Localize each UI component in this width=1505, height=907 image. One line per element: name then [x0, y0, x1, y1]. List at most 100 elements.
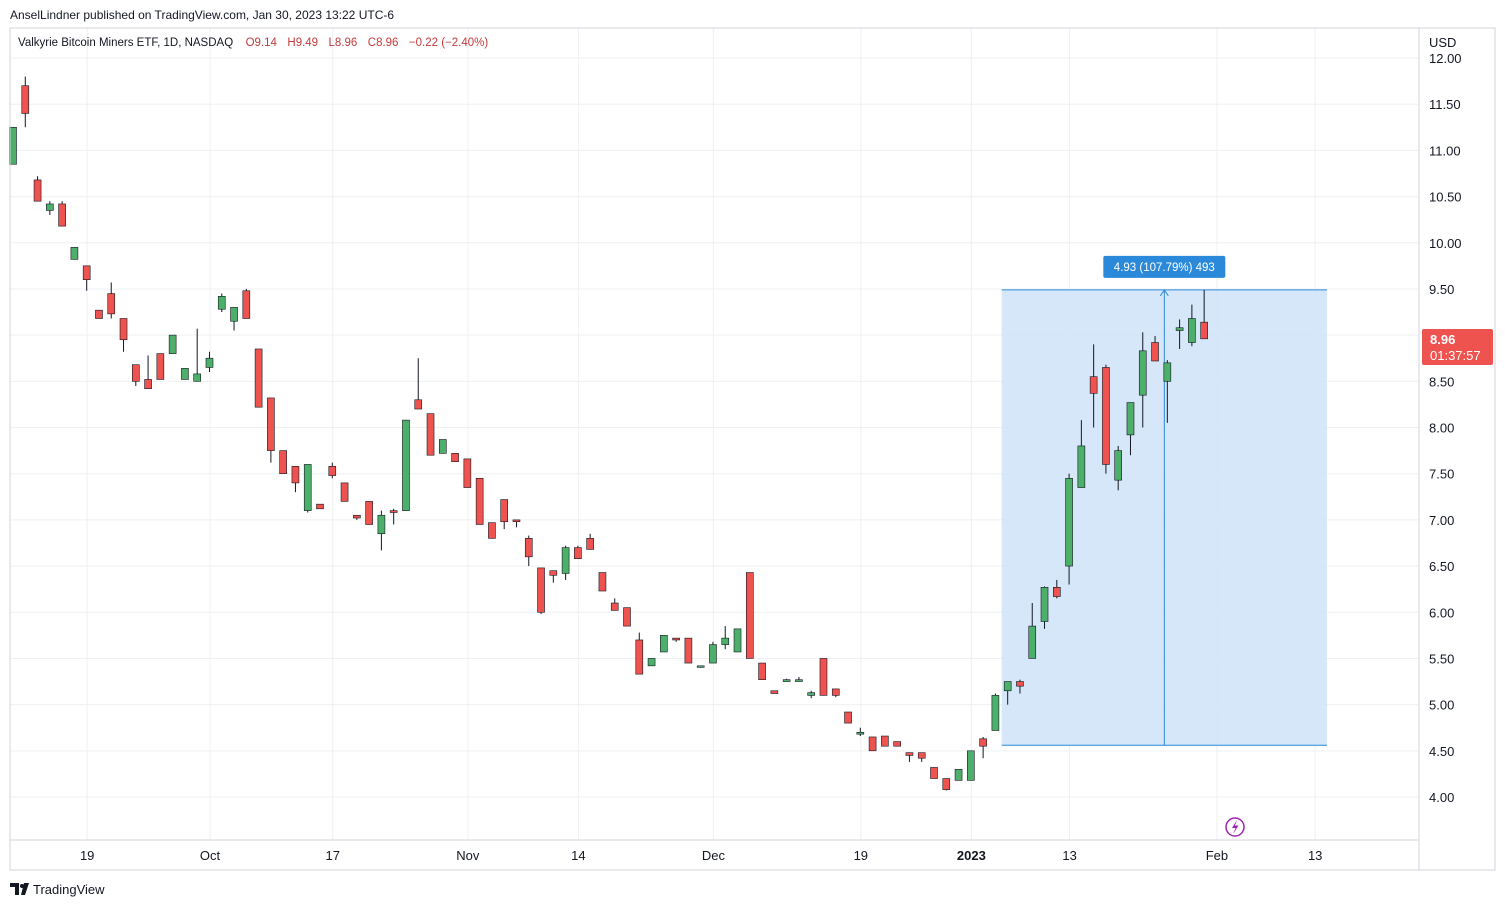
candle: [758, 662, 766, 680]
candle-body: [782, 679, 791, 682]
candle-body: [340, 482, 349, 502]
candle-body: [353, 514, 361, 519]
candle-body: [267, 397, 275, 451]
candle: [967, 750, 975, 781]
candle-body: [574, 547, 582, 559]
y-tick-label: 4.00: [1429, 790, 1454, 805]
candle-body: [119, 318, 128, 341]
candle-body: [58, 203, 66, 227]
candle-body: [217, 296, 226, 310]
y-tick-label: 10.00: [1429, 236, 1462, 251]
currency-label: USD: [1429, 35, 1456, 50]
x-tick-label: 14: [571, 848, 585, 863]
candle: [930, 767, 938, 779]
candle: [279, 450, 287, 474]
candle: [524, 535, 533, 567]
x-tick-label: 13: [1308, 848, 1322, 863]
candle: [414, 358, 423, 410]
candle: [893, 741, 901, 747]
candle-body: [954, 768, 963, 781]
candle-body: [9, 126, 17, 165]
candle: [438, 439, 447, 454]
candle-body: [709, 644, 717, 664]
candle: [745, 572, 754, 659]
candle: [1053, 579, 1061, 599]
time-scale[interactable]: 19 Oct 17 Nov 14 Dec 19 2023 13 Feb 13: [80, 848, 1322, 863]
price-scale[interactable]: 12.0011.5011.0010.5010.009.509.008.508.0…: [1429, 51, 1462, 805]
candle-body: [438, 439, 447, 454]
candle: [95, 309, 103, 319]
lightning-icon[interactable]: [1225, 817, 1245, 837]
x-tick-label: Nov: [456, 848, 480, 863]
candle: [549, 570, 558, 583]
candle: [1102, 364, 1110, 474]
candle-body: [549, 570, 558, 576]
candle: [267, 397, 275, 463]
y-tick-label: 9.50: [1429, 282, 1454, 297]
candle: [610, 598, 619, 611]
candle: [1175, 319, 1184, 349]
candle: [709, 641, 717, 664]
candle: [672, 637, 680, 642]
candle-body: [905, 752, 914, 756]
candle: [377, 510, 386, 551]
y-tick-label: 5.50: [1429, 651, 1454, 666]
candle: [598, 572, 607, 592]
price-range-measure[interactable]: 4.93 (107.79%) 493: [1001, 255, 1327, 746]
candle-body: [414, 399, 423, 410]
candle-body: [942, 778, 951, 790]
candle-body: [819, 658, 828, 696]
candle-body: [46, 203, 54, 211]
candle: [942, 778, 951, 791]
candle: [1114, 445, 1122, 491]
candle-body: [1200, 321, 1208, 340]
x-tick-label: Dec: [702, 848, 726, 863]
x-tick-label: 19: [854, 848, 868, 863]
candle: [512, 519, 521, 528]
candle: [684, 637, 693, 664]
candle-body: [844, 711, 852, 724]
candle-body: [967, 750, 975, 781]
tradingview-logo-icon[interactable]: [10, 883, 29, 895]
candle-body: [660, 635, 668, 653]
candle: [856, 727, 865, 737]
candle: [1126, 402, 1135, 456]
y-tick-label: 5.00: [1429, 698, 1454, 713]
candle: [1028, 603, 1037, 659]
y-tick-label: 6.50: [1429, 559, 1454, 574]
candle-body: [1053, 587, 1061, 597]
candle: [623, 607, 631, 627]
y-tick-label: 7.50: [1429, 467, 1454, 482]
candle: [660, 635, 668, 653]
candles: [9, 76, 1208, 791]
candle: [21, 76, 30, 128]
measure-label-box: [1103, 255, 1226, 278]
candle-body: [193, 373, 201, 382]
candle: [58, 201, 66, 227]
candle-body: [930, 767, 938, 779]
candle-body: [696, 665, 705, 668]
candle: [107, 282, 116, 319]
candle-body: [893, 741, 901, 747]
y-tick-label: 11.50: [1429, 97, 1461, 112]
candle-body: [82, 265, 91, 280]
candle: [353, 514, 361, 520]
last-price-label: 8.96 01:37:57: [1422, 329, 1493, 365]
candle-body: [1065, 478, 1073, 567]
candle: [46, 201, 54, 216]
candle: [254, 348, 263, 408]
candle-body: [291, 465, 300, 484]
candle: [340, 482, 349, 502]
y-tick-label: 12.00: [1429, 51, 1462, 66]
candle-body: [500, 499, 509, 523]
candle: [721, 626, 730, 650]
candle-body: [402, 419, 410, 511]
x-tick-label: Oct: [200, 848, 221, 863]
candle-body: [389, 510, 398, 513]
candle: [635, 632, 644, 675]
candle-body: [33, 179, 42, 202]
candle: [1016, 679, 1024, 694]
chart-frame: [9, 27, 1496, 871]
candle: [119, 318, 128, 352]
